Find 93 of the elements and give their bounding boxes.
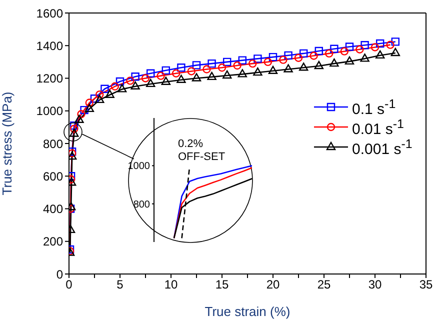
y-tick-label: 1000 [36,104,64,118]
point [105,90,114,98]
point [386,40,394,49]
point [192,61,201,70]
y-tick-label: 1400 [36,38,64,53]
point [390,48,400,56]
point [223,58,232,66]
point [284,51,292,60]
point [70,121,78,130]
point [238,69,247,78]
point [85,98,94,107]
point [238,56,246,64]
point [161,76,170,85]
point [268,66,278,74]
point [284,64,293,72]
point [207,72,216,80]
x-axis-title: True strain (%) [204,304,290,319]
point [233,61,242,70]
point [344,56,354,65]
legend-label: 0.1 s$^{-1}$ [352,96,396,118]
x-tick-label: 10 [164,278,178,292]
y-tick-label: 600 [42,169,64,184]
point [294,54,303,62]
point [310,52,318,60]
point [95,94,104,104]
point [131,72,140,81]
point [325,49,334,58]
point [370,43,380,52]
point [146,78,156,88]
point [300,49,308,58]
point [177,64,186,72]
point [202,65,211,74]
x-tick-label: 0 [66,278,73,292]
point [330,44,338,53]
point [253,67,262,76]
point [110,82,119,91]
point [264,58,272,66]
point [172,69,180,78]
point [116,77,124,86]
point [356,45,364,54]
point [156,72,165,80]
point [117,84,127,92]
point [340,47,348,56]
x-tick-label: 35 [419,278,433,292]
point [84,104,94,112]
point [96,90,104,99]
x-tick-label: 30 [368,278,382,292]
point [299,62,308,71]
y-tick-label: 400 [42,202,64,216]
y-tick-label: 800 [42,136,64,151]
point [141,74,150,82]
point [314,46,323,56]
point [254,54,262,63]
point [74,114,84,123]
point [146,69,155,78]
point [248,59,257,68]
x-tick-label: 20 [266,278,280,292]
point [345,42,354,51]
legend-label: 0.001 s$^{-1}$ [352,136,412,158]
point [330,58,339,67]
x-tick-label: 15 [215,278,229,292]
point [100,84,109,93]
y-tick-label: 800 [133,199,150,210]
point [360,54,370,62]
point [208,59,216,68]
legend-label: 0.01 s$^{-1}$ [352,116,404,138]
point [130,81,140,90]
annotation: 0.2% OFF-SET [178,138,226,164]
point [222,70,232,79]
point [176,74,186,83]
y-tick-label: 1200 [36,72,64,86]
y-tick-label: 1600 [36,6,64,20]
point [391,38,400,46]
point [162,66,170,75]
y-axis-title: True stress (MPa) [0,92,15,196]
point [314,60,324,70]
point [90,94,99,103]
point [360,41,369,50]
point [218,64,226,72]
x-tick-label: 25 [317,278,331,292]
x-tick-label: 5 [116,278,124,292]
point [126,76,134,85]
point [80,106,88,114]
point [187,67,196,76]
point [279,56,288,64]
y-tick-label: 0 [56,267,64,282]
point [192,73,202,82]
point [268,52,278,62]
point [77,110,86,118]
point [69,151,77,160]
y-tick-label: 200 [42,234,64,249]
point [376,39,384,48]
point [376,50,385,59]
